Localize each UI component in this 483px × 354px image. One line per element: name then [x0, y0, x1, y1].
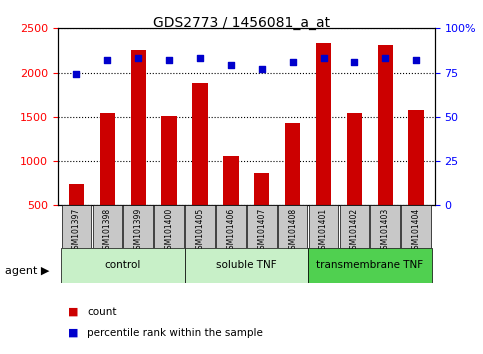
Text: GSM101400: GSM101400: [165, 207, 173, 254]
Text: count: count: [87, 307, 116, 316]
FancyBboxPatch shape: [278, 205, 308, 248]
Bar: [69, 184, 84, 250]
Text: control: control: [105, 261, 141, 270]
FancyBboxPatch shape: [340, 205, 369, 248]
Bar: [347, 113, 362, 250]
Point: [165, 57, 173, 63]
Bar: [223, 156, 239, 250]
Point: [227, 63, 235, 68]
Text: GSM101406: GSM101406: [227, 207, 235, 254]
FancyBboxPatch shape: [62, 205, 91, 248]
FancyBboxPatch shape: [185, 248, 308, 283]
Bar: [409, 110, 424, 250]
FancyBboxPatch shape: [154, 205, 184, 248]
FancyBboxPatch shape: [370, 205, 400, 248]
FancyBboxPatch shape: [216, 205, 246, 248]
Text: GSM101399: GSM101399: [134, 207, 143, 254]
Text: GSM101401: GSM101401: [319, 207, 328, 253]
Point: [351, 59, 358, 65]
Text: soluble TNF: soluble TNF: [216, 261, 277, 270]
Point: [258, 66, 266, 72]
Point: [72, 72, 80, 77]
FancyBboxPatch shape: [309, 205, 339, 248]
Bar: [285, 123, 300, 250]
Bar: [316, 44, 331, 250]
Text: GSM101407: GSM101407: [257, 207, 266, 254]
Point: [289, 59, 297, 65]
Text: GSM101402: GSM101402: [350, 207, 359, 253]
FancyBboxPatch shape: [247, 205, 277, 248]
Point: [103, 57, 111, 63]
FancyBboxPatch shape: [124, 205, 153, 248]
Text: GSM101403: GSM101403: [381, 207, 390, 254]
Point: [382, 56, 389, 61]
Text: transmembrane TNF: transmembrane TNF: [316, 261, 424, 270]
Text: GSM101408: GSM101408: [288, 207, 297, 253]
Bar: [161, 116, 177, 250]
Text: ■: ■: [68, 307, 78, 316]
FancyBboxPatch shape: [401, 205, 431, 248]
FancyBboxPatch shape: [93, 205, 122, 248]
Text: GSM101405: GSM101405: [196, 207, 204, 254]
Point: [320, 56, 327, 61]
Text: GSM101397: GSM101397: [72, 207, 81, 254]
FancyBboxPatch shape: [308, 248, 432, 283]
Bar: [254, 173, 270, 250]
Bar: [130, 50, 146, 250]
Text: agent ▶: agent ▶: [5, 266, 49, 276]
Bar: [192, 83, 208, 250]
Point: [196, 56, 204, 61]
Bar: [99, 113, 115, 250]
Text: GSM101404: GSM101404: [412, 207, 421, 254]
Text: ■: ■: [68, 328, 78, 338]
Text: GSM101398: GSM101398: [103, 207, 112, 253]
Text: GDS2773 / 1456081_a_at: GDS2773 / 1456081_a_at: [153, 16, 330, 30]
Point: [134, 56, 142, 61]
FancyBboxPatch shape: [61, 248, 185, 283]
Bar: [378, 45, 393, 250]
FancyBboxPatch shape: [185, 205, 215, 248]
Point: [412, 57, 420, 63]
Text: percentile rank within the sample: percentile rank within the sample: [87, 328, 263, 338]
